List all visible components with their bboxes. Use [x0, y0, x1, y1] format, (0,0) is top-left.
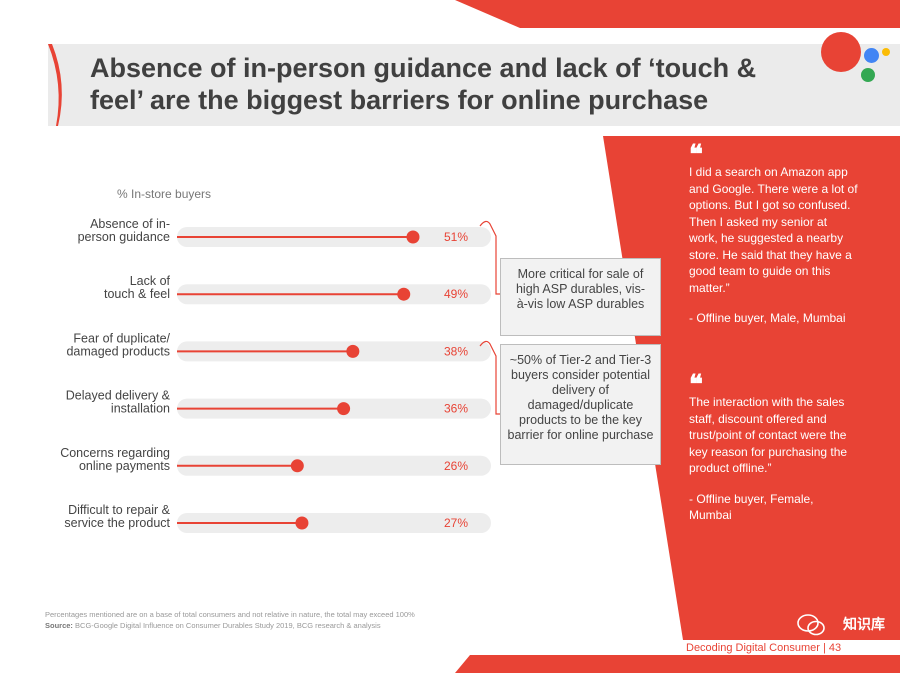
title-band-curve [48, 44, 62, 126]
source-label: Source: [45, 621, 73, 630]
category-label: online payments [79, 459, 170, 473]
value-label: 26% [444, 459, 468, 473]
bar-track [177, 513, 491, 533]
bar-end-dot [406, 230, 420, 244]
quote-text: The interaction with the sales staff, di… [689, 395, 848, 475]
quote-block-2: ❝ The interaction with the sales staff, … [689, 370, 859, 524]
category-label: damaged products [66, 344, 170, 358]
quote-block-1: ❝ I did a search on Amazon app and Googl… [689, 140, 859, 327]
bar-end-dot [295, 516, 309, 530]
category-label: service the product [64, 516, 170, 530]
category-label: Delayed delivery & [66, 389, 171, 403]
bar-row: 27% Difficult to repair &service the prod… [64, 503, 491, 533]
chart-subtitle: % In-store buyers [117, 187, 212, 201]
quote-author: - Offline buyer, Male, Mumbai [689, 311, 846, 325]
brand-dot-red [821, 32, 861, 72]
brand-dot-green [861, 68, 875, 82]
callout-tier2-tier3: ~50% of Tier-2 and Tier-3 buyers conside… [500, 344, 661, 465]
page-footer: Decoding Digital Consumer | 43 [686, 642, 842, 654]
quote-icon: ❝ [689, 140, 703, 170]
quote-text: I did a search on Amazon app and Google.… [689, 165, 858, 295]
brand-dot-blue [864, 48, 879, 63]
bar-end-dot [346, 344, 360, 358]
bar-row: 36% Delayed delivery &installation [66, 389, 491, 419]
callout-brackets [479, 220, 502, 415]
category-label: Fear of duplicate/ [73, 331, 170, 345]
wechat-icon [797, 614, 825, 636]
title-band [48, 44, 900, 126]
brand-dot-yellow [882, 48, 890, 56]
source-text: BCG-Google Digital Influence on Consumer… [75, 621, 381, 630]
top-red-stripe [455, 0, 900, 28]
footnote-text: Percentages mentioned are on a base of t… [45, 610, 415, 619]
bar-row: 38% Fear of duplicate/damaged products [66, 331, 491, 362]
value-label: 38% [444, 344, 468, 358]
category-label: person guidance [78, 230, 170, 244]
value-label: 49% [444, 287, 468, 301]
quote-author: - Offline buyer, Female, Mumbai [689, 491, 814, 523]
value-label: 51% [444, 230, 468, 244]
value-label: 27% [444, 516, 468, 530]
barrier-bar-chart: 51% Absence of in-person guidance 49% Lack … [60, 217, 491, 533]
bar-end-dot [290, 459, 304, 473]
category-label: Absence of in- [90, 217, 170, 231]
category-label: Concerns regarding [60, 446, 170, 460]
quote-icon: ❝ [689, 370, 703, 400]
footnote: Percentages mentioned are on a base of t… [45, 609, 415, 631]
bar-row: 51% Absence of in-person guidance [78, 217, 491, 247]
value-label: 36% [444, 402, 468, 416]
category-label: Lack of [130, 274, 171, 288]
bar-end-dot [397, 287, 411, 301]
bar-track [177, 455, 491, 476]
callout-high-asp: More critical for sale of high ASP durab… [500, 258, 661, 336]
watermark-text: 知识库 [843, 616, 885, 632]
bar-end-dot [337, 402, 351, 416]
category-label: Difficult to repair & [68, 503, 171, 517]
page-title: Absence of in-person guidance and lack o… [90, 53, 757, 115]
category-label: installation [111, 402, 170, 416]
category-label: touch & feel [104, 287, 170, 301]
source-line: Source: BCG-Google Digital Influence on … [45, 620, 415, 631]
